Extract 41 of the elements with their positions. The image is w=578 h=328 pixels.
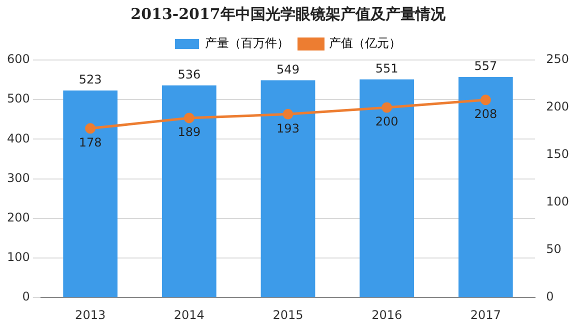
data-label: 523 — [78, 72, 102, 87]
point — [480, 94, 491, 106]
point — [382, 102, 392, 113]
bar — [260, 80, 316, 298]
y2-tick-label: 200 — [546, 100, 569, 114]
y-tick-label: 300 — [7, 170, 30, 185]
data-label: 208 — [474, 107, 498, 122]
y2-tick-label: 50 — [546, 242, 562, 256]
bar — [162, 85, 216, 298]
legend-label: 产量（百万件） — [205, 36, 289, 50]
y2-tick-label: 150 — [546, 147, 569, 162]
data-label: 178 — [78, 136, 102, 150]
y2-tick-label: 100 — [546, 194, 569, 209]
y-tick-label: 400 — [7, 131, 30, 146]
point — [184, 112, 194, 124]
point — [282, 108, 294, 120]
x-tick-label: 2017 — [470, 308, 501, 322]
y2-tick-label: 250 — [546, 52, 569, 66]
chart-title: 2013-2017年中国光学眼镜架产值及产量情况 — [130, 4, 446, 23]
data-label: 189 — [178, 125, 201, 140]
data-label: 193 — [276, 121, 300, 136]
legend-label: 产值（亿元） — [329, 36, 401, 50]
x-tick-label: 2014 — [174, 308, 204, 322]
y-tick-label: 500 — [7, 92, 30, 106]
data-label: 551 — [375, 62, 398, 76]
bar — [458, 77, 513, 298]
y-tick-label: 100 — [7, 250, 30, 264]
data-label: 549 — [276, 62, 300, 76]
x-tick-label: 2015 — [272, 308, 304, 322]
data-label: 536 — [178, 67, 201, 82]
y2-tick-label: 0 — [546, 290, 554, 304]
point — [85, 123, 96, 134]
x-tick-label: 2016 — [372, 308, 402, 322]
bar — [63, 90, 118, 298]
data-label: 557 — [474, 59, 498, 74]
bar — [360, 79, 414, 298]
y-tick-label: 600 — [7, 52, 30, 66]
data-label: 200 — [375, 114, 398, 129]
y-tick-label: 0 — [22, 290, 30, 304]
y-tick-label: 200 — [7, 210, 30, 225]
x-tick-label: 2013 — [75, 308, 106, 322]
